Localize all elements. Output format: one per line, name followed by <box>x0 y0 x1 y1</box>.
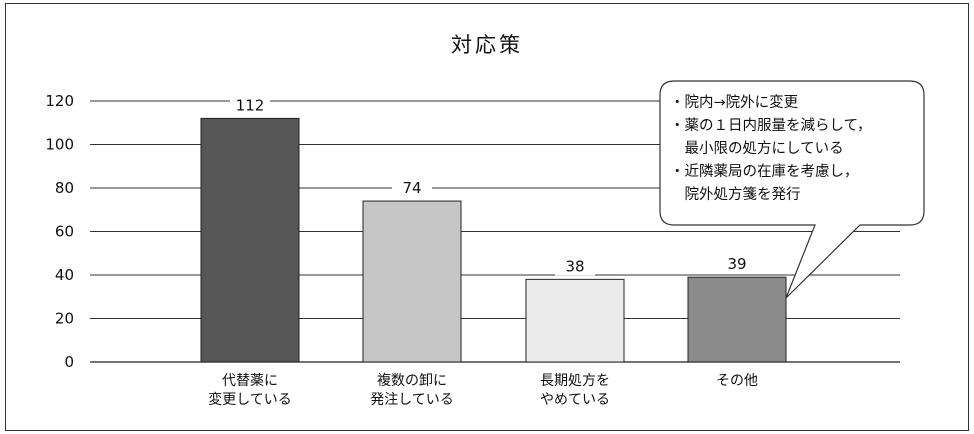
data-label: 39 <box>727 255 746 273</box>
callout-line: 院外処方箋を発行 <box>670 186 801 203</box>
y-tick-label: 20 <box>55 310 74 328</box>
callout: ・院内→院外に変更・薬の１日内服量を減らして， 最小限の処方にしている・近隣薬局… <box>659 80 925 299</box>
category-label: 発注している <box>370 392 454 408</box>
callout-line: ・院内→院外に変更 <box>670 94 799 111</box>
y-tick-label: 60 <box>55 223 74 241</box>
chart-title: 対応策 <box>451 33 523 57</box>
data-label-bg <box>392 179 432 198</box>
category-label: 複数の卸に <box>377 372 447 389</box>
callout-line: ・薬の１日内服量を減らして， <box>670 117 872 134</box>
data-label-bg <box>555 257 595 276</box>
y-tick-label: 120 <box>45 92 74 110</box>
data-label-bg <box>717 255 757 274</box>
bar <box>687 276 787 363</box>
category-label: 代替薬に <box>222 373 278 389</box>
bar <box>362 200 462 363</box>
y-tick-label: 40 <box>55 266 74 284</box>
y-tick-label: 80 <box>55 179 74 197</box>
category-label: やめている <box>540 392 610 408</box>
data-label: 74 <box>402 179 421 197</box>
data-label: 112 <box>236 96 265 114</box>
bar <box>525 278 625 363</box>
y-tick-label: 100 <box>45 136 74 154</box>
category-label: 変更している <box>208 391 292 408</box>
data-label-bg <box>230 96 270 115</box>
bar <box>200 117 300 363</box>
callout-line: 最小限の処方にしている <box>670 140 844 157</box>
data-label: 38 <box>565 257 584 275</box>
bars-layer <box>200 117 787 363</box>
y-tick-label: 0 <box>64 353 74 371</box>
callout-balloon <box>659 80 925 299</box>
category-label: その他 <box>716 373 758 389</box>
category-label: 長期処方を <box>540 373 610 389</box>
callout-line: ・近隣薬局の在庫を考慮し， <box>670 163 859 180</box>
